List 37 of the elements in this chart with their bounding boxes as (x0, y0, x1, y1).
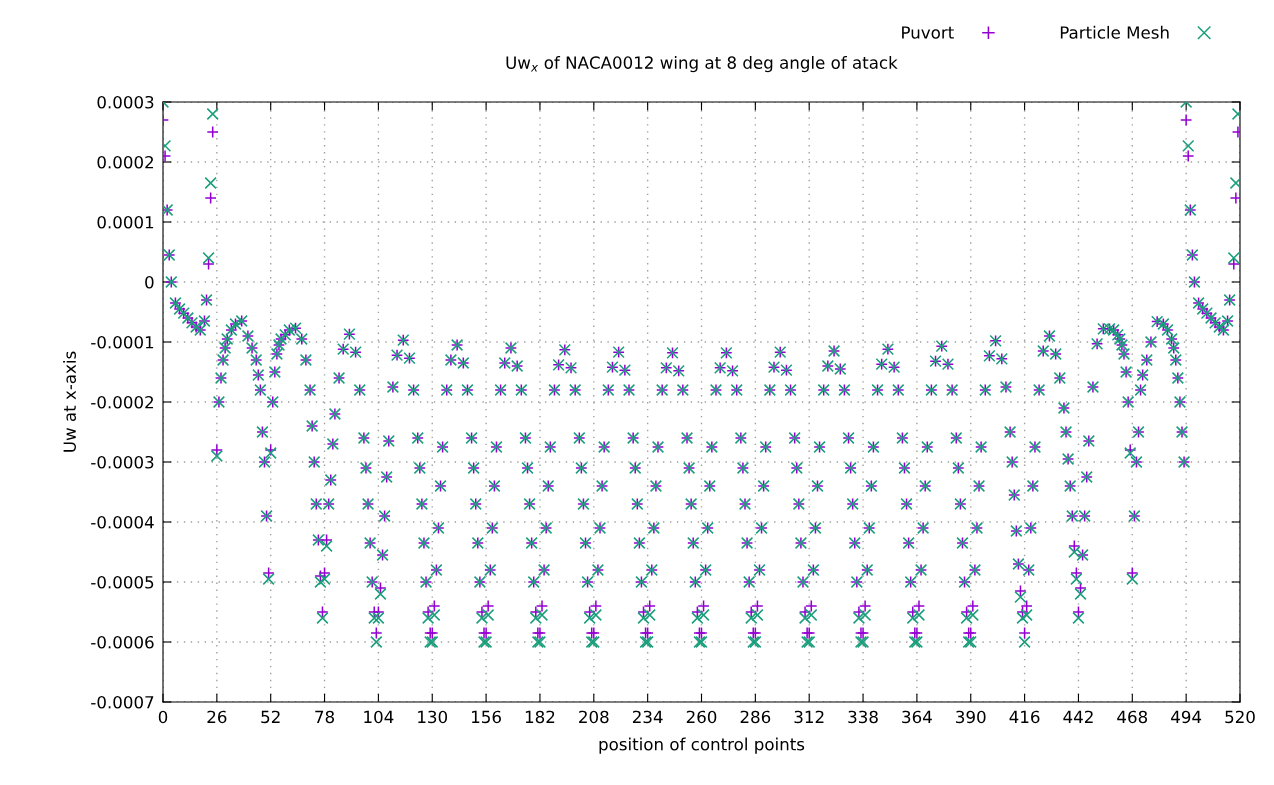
legend-label: Puvort (902, 26, 954, 39)
x-tick-label: 442 (1063, 710, 1093, 723)
y-tick-label: 0 (145, 275, 154, 289)
y-tick-label: -0.0002 (91, 395, 153, 409)
y-tick-label: -0.0003 (91, 455, 154, 469)
x-tick-label: 104 (364, 710, 394, 724)
x-tick-label: 468 (1117, 710, 1148, 724)
y-axis-title: Uw at x-axis (63, 351, 76, 452)
y-tick-label: -0.0001 (91, 335, 154, 349)
x-tick-label: 52 (261, 710, 280, 724)
x-tick-label: 0 (158, 710, 168, 724)
y-tick-label: -0.0004 (91, 515, 154, 529)
y-tick-label: -0.0007 (91, 695, 154, 709)
x-tick-label: 260 (686, 710, 717, 724)
x-tick-label: 520 (1225, 710, 1255, 724)
x-tick-label: 390 (956, 710, 986, 724)
x-tick-label: 130 (418, 710, 448, 724)
x-tick-label: 416 (1009, 710, 1040, 724)
x-tick-label: 286 (740, 710, 771, 724)
x-axis-title: position of control points (599, 737, 805, 754)
x-tick-label: 182 (525, 710, 555, 724)
x-tick-label: 234 (632, 710, 663, 724)
x-tick-label: 26 (207, 710, 227, 724)
x-tick-label: 78 (315, 710, 335, 724)
x-tick-label: 312 (794, 710, 824, 724)
x-tick-label: 156 (472, 710, 501, 724)
chart-title: Uw$_{x}$ of NACA0012 wing at 8 deg angle of atack (506, 56, 898, 73)
x-tick-label: 494 (1171, 710, 1202, 724)
y-tick-label: -0.0005 (91, 575, 154, 589)
x-tick-label: 338 (848, 710, 878, 724)
y-tick-label: -0.0006 (91, 635, 154, 649)
legend-label: Particle Mesh (1060, 25, 1169, 39)
x-tick-label: 208 (579, 710, 609, 724)
y-tick-label: 0.0002 (97, 155, 153, 169)
y-tick-label: 0.0001 (97, 215, 154, 229)
x-tick-label: 364 (902, 710, 932, 724)
y-tick-label: 0.0003 (97, 95, 154, 109)
